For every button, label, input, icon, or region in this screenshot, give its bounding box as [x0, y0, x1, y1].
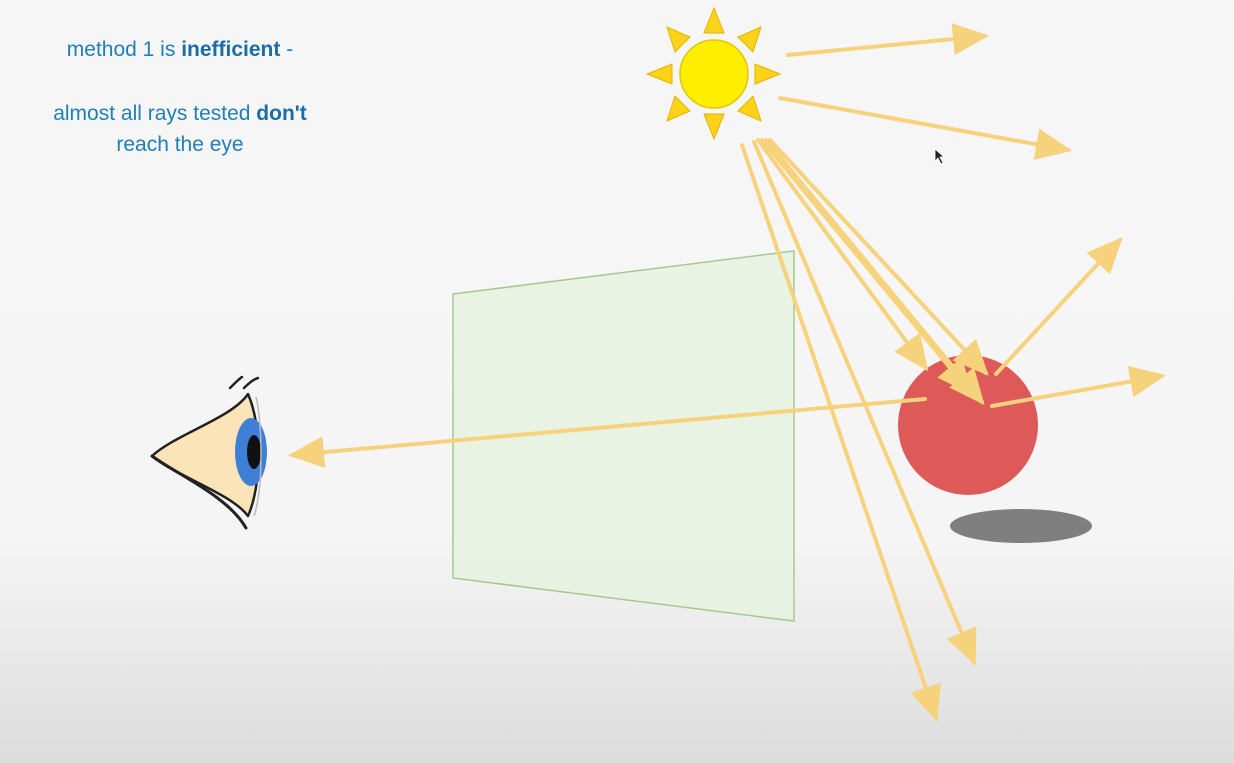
ray — [752, 140, 977, 666]
caption-emphasis: inefficient — [181, 38, 281, 61]
eye-icon — [150, 375, 267, 530]
caption-line-2: almost all rays tested don't reach the ey… — [0, 98, 360, 160]
sphere-object — [898, 355, 1038, 495]
caption-text: reach the eye — [116, 133, 244, 156]
caption-emphasis: don't — [256, 102, 307, 125]
caption: method 1 is inefficient - almost all ray… — [0, 0, 360, 170]
ray — [288, 397, 927, 469]
ray — [756, 138, 929, 372]
light-rays — [288, 23, 1166, 722]
ray — [786, 23, 989, 57]
sun-icon — [645, 6, 782, 141]
ray — [768, 138, 989, 376]
eye-pupil — [247, 435, 261, 469]
ray — [740, 143, 941, 722]
caption-text: method 1 is — [66, 38, 182, 61]
ray — [990, 365, 1166, 408]
ray — [778, 96, 1072, 161]
caption-line-1: method 1 is inefficient - — [0, 38, 360, 62]
caption-text: almost all rays tested — [53, 102, 257, 125]
ray — [760, 138, 973, 396]
caption-text: - — [280, 38, 294, 61]
mouse-cursor-icon — [934, 148, 946, 165]
sphere-shadow — [950, 509, 1092, 543]
ray — [764, 138, 985, 406]
image-plane — [452, 250, 795, 622]
ray — [994, 237, 1123, 376]
